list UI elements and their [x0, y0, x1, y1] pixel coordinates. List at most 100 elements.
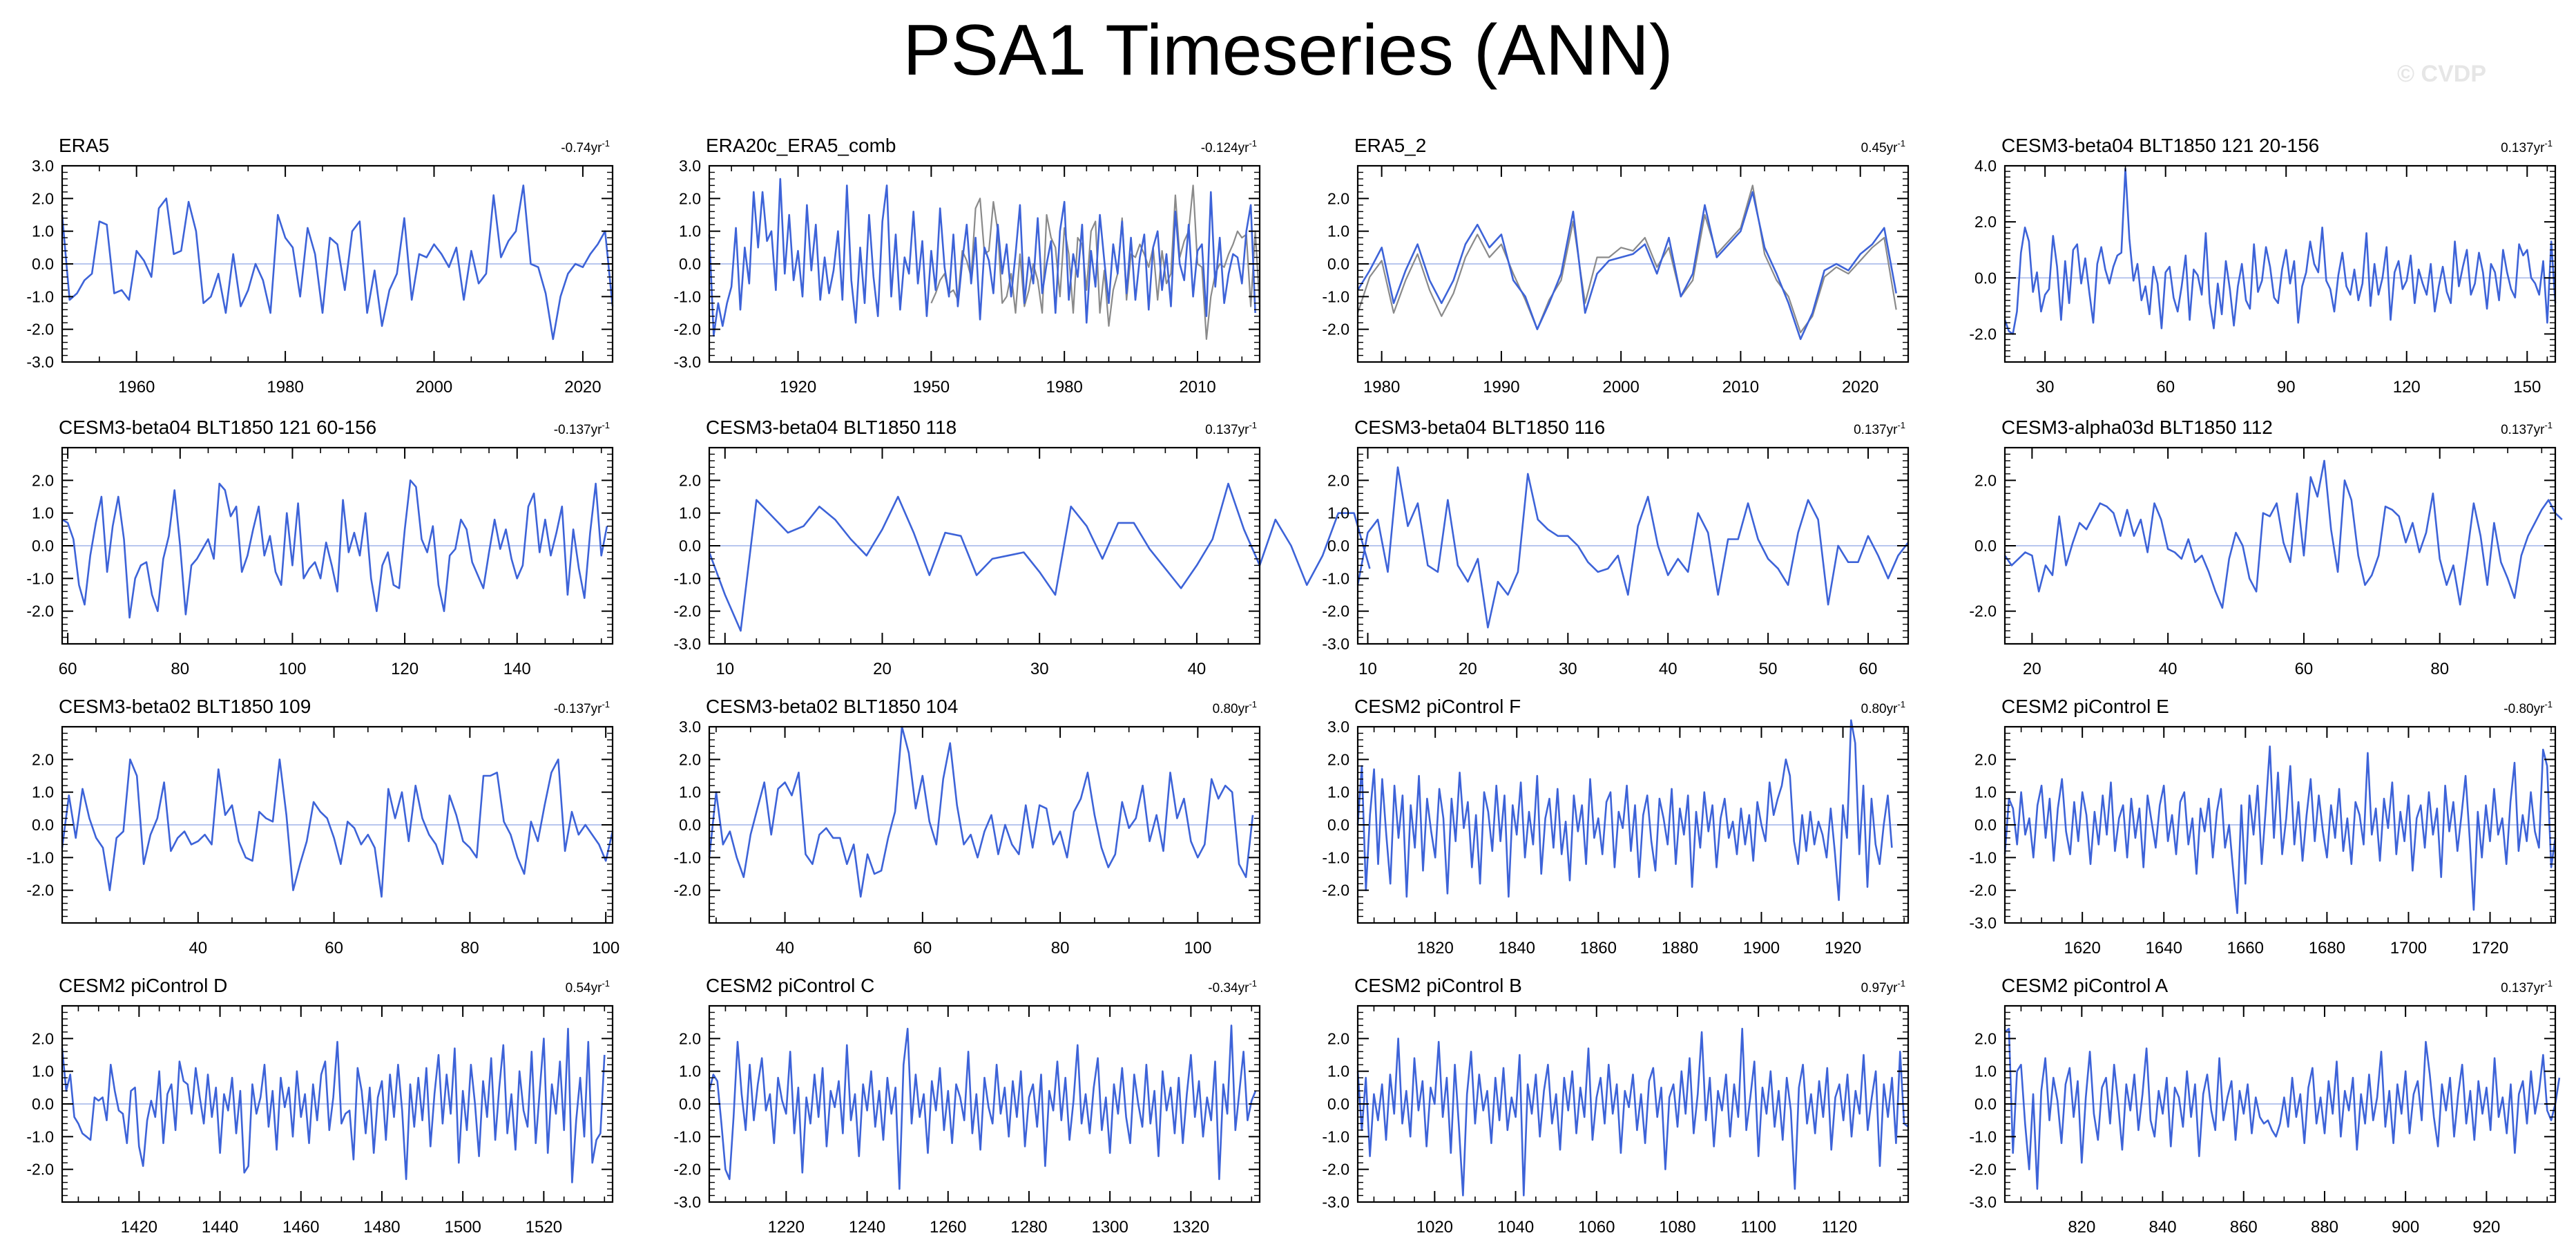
x-tick-label: 100: [592, 939, 619, 957]
y-tick-label: 2.0: [1974, 1029, 1997, 1047]
x-tick-label: 40: [189, 939, 207, 957]
y-tick-label: 0.0: [1974, 269, 1997, 287]
x-tick-label: 1640: [2146, 939, 2182, 957]
panel-title: CESM3-beta04 BLT1850 116: [1354, 417, 1605, 438]
x-tick-label: 10: [1358, 660, 1377, 678]
x-tick-label: 840: [2149, 1218, 2177, 1237]
series-line-0: [61, 759, 614, 898]
x-tick-label: 1520: [526, 1218, 562, 1237]
y-tick-label: 2.0: [679, 471, 701, 489]
y-tick-label: 2.0: [1974, 471, 1997, 489]
x-tick-label: 2000: [1602, 378, 1639, 397]
x-tick-label: 90: [2277, 378, 2296, 397]
x-tick-label: 1980: [1363, 378, 1400, 397]
x-tick-label: 2010: [1179, 378, 1215, 397]
x-tick-label: 820: [2068, 1218, 2095, 1237]
y-tick-label: 3.0: [1327, 718, 1349, 736]
watermark: © CVDP: [2397, 61, 2486, 87]
chart-panel-2: 1980 1990 2000 2010 2020 -2.0 -1.0 0.0 1.0 2.0 ERA…: [1322, 135, 1910, 397]
x-tick-label: 1920: [1825, 939, 1861, 957]
y-tick-label: -2.0: [1322, 881, 1349, 899]
x-tick-label: 1100: [1740, 1218, 1776, 1237]
trend-label: -0.80yr-1: [2503, 699, 2553, 716]
panel-title: CESM2 piControl C: [706, 975, 874, 996]
x-tick-label: 1240: [849, 1218, 885, 1237]
x-tick-label: 920: [2472, 1218, 2500, 1237]
x-tick-label: 2000: [416, 378, 452, 397]
y-tick-label: 3.0: [32, 157, 54, 175]
series-line-0: [61, 184, 614, 341]
y-tick-label: 0.0: [679, 537, 701, 555]
panel-title: CESM3-beta02 BLT1850 104: [706, 696, 958, 717]
y-tick-label: 0.0: [1327, 816, 1349, 834]
y-tick-label: 3.0: [679, 157, 701, 175]
y-tick-label: 0.0: [32, 255, 54, 273]
series-line-0: [708, 482, 1371, 632]
x-tick-label: 1060: [1578, 1218, 1615, 1237]
x-tick-label: 1460: [282, 1218, 319, 1237]
y-tick-label: 3.0: [679, 718, 701, 736]
x-tick-label: 1420: [121, 1218, 157, 1237]
trend-label: 0.97yr-1: [1861, 978, 1905, 995]
y-tick-label: 1.0: [32, 1062, 54, 1080]
x-tick-label: 80: [461, 939, 479, 957]
y-tick-label: 0.0: [679, 1095, 701, 1113]
trend-label: 0.137yr-1: [2501, 420, 2553, 437]
y-tick-label: -1.0: [673, 569, 701, 587]
y-tick-label: 2.0: [32, 750, 54, 768]
y-tick-label: -3.0: [673, 635, 701, 653]
x-tick-label: 60: [1859, 660, 1878, 678]
y-tick-label: -1.0: [673, 1127, 701, 1145]
series-line-0: [1356, 1027, 1909, 1197]
y-tick-label: 1.0: [1974, 1062, 1997, 1080]
y-tick-label: 0.0: [1327, 537, 1349, 555]
chart-panel-4: 60 80 100 120 140 -2.0 -1.0 0.0 1.0 2.0 CESM3-beta…: [26, 417, 614, 678]
x-tick-label: 1080: [1659, 1218, 1695, 1237]
panel-title: CESM3-beta02 BLT1850 109: [59, 696, 311, 717]
y-tick-label: 0.0: [1974, 816, 1997, 834]
plot-frame: [2003, 164, 2557, 363]
x-tick-label: 80: [171, 660, 189, 678]
y-tick-label: 0.0: [679, 816, 701, 834]
chart-panel-0: 1960 1980 2000 2020 -3.0 -2.0 -1.0 0.0 1.0 2.0 3.0…: [26, 135, 614, 397]
y-tick-label: 4.0: [1974, 157, 1997, 175]
x-tick-label: 80: [1051, 939, 1070, 957]
y-tick-label: -3.0: [1322, 1193, 1349, 1211]
series-line-0: [2003, 459, 2563, 609]
chart-panel-13: 1220 1240 1260 1280 1300 1320 -3.0 -2.0 -1.0 0.0 1…: [673, 975, 1261, 1237]
y-tick-label: -2.0: [1322, 321, 1349, 339]
chart-panel-7: 20 40 60 80 -2.0 0.0 2.0 CESM3-alpha03d BLT1850…: [1969, 417, 2563, 678]
panel-title: CESM2 piControl D: [59, 975, 227, 996]
y-tick-label: -1.0: [1322, 848, 1349, 866]
y-tick-label: 2.0: [1974, 750, 1997, 768]
series-line-0: [2003, 745, 2557, 915]
y-tick-label: 2.0: [679, 1029, 701, 1047]
x-tick-label: 1300: [1091, 1218, 1128, 1237]
panel-title: CESM3-beta04 BLT1850 118: [706, 417, 957, 438]
y-tick-label: -2.0: [26, 1161, 54, 1179]
x-tick-label: 60: [59, 660, 77, 678]
x-tick-label: 1680: [2309, 939, 2345, 957]
series-line-0: [1356, 191, 1897, 341]
x-tick-label: 20: [1459, 660, 1477, 678]
trend-label: 0.137yr-1: [2501, 138, 2553, 155]
y-tick-label: -1.0: [1969, 848, 1997, 866]
y-tick-label: -2.0: [26, 321, 54, 339]
x-tick-label: 1720: [2472, 939, 2508, 957]
x-tick-label: 10: [715, 660, 734, 678]
series-line-0: [708, 178, 1256, 337]
x-tick-label: 150: [2513, 378, 2541, 397]
y-tick-label: -3.0: [673, 1193, 701, 1211]
y-tick-label: 1.0: [679, 504, 701, 522]
y-tick-label: 1.0: [32, 783, 54, 801]
chart-panel-9: 40 60 80 100 -2.0 -1.0 0.0 1.0 2.0 3.0 CESM3-beta0…: [673, 696, 1261, 957]
panel-title: CESM2 piControl A: [2001, 975, 2169, 996]
y-tick-label: 2.0: [1974, 213, 1997, 231]
y-tick-label: 1.0: [679, 1062, 701, 1080]
y-tick-label: -2.0: [1322, 1161, 1349, 1179]
x-tick-label: 1860: [1580, 939, 1617, 957]
y-tick-label: 2.0: [1327, 750, 1349, 768]
x-tick-label: 1280: [1010, 1218, 1047, 1237]
y-tick-label: 2.0: [32, 1029, 54, 1047]
